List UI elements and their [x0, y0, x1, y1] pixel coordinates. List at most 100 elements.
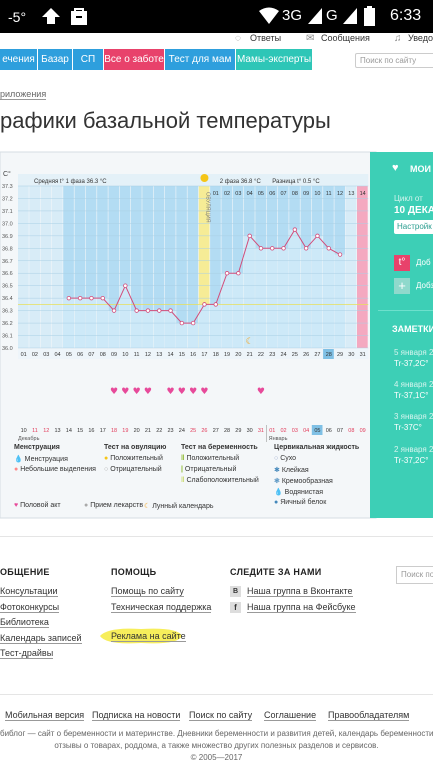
footer-link-search[interactable]: Поиск по сайту	[189, 710, 253, 721]
temp-fill-bar	[164, 310, 176, 348]
phase2-day-label: 11	[326, 191, 332, 197]
date-label: 16	[88, 428, 94, 434]
top-search-input[interactable]: Поиск по сайту	[355, 53, 433, 68]
breadcrumb[interactable]: риложения	[0, 89, 47, 100]
date-label: 13	[54, 428, 60, 434]
note-date: 4 января 20	[394, 380, 433, 389]
heart-marker: ♥	[200, 387, 208, 397]
temperature-point	[270, 246, 275, 251]
legend-medication: ● Прием лекарств	[84, 502, 144, 509]
cycle-day-label: 29	[337, 352, 343, 358]
nav-item-treatment[interactable]: ечения	[0, 49, 37, 70]
heart-marker: ♥	[189, 387, 197, 397]
nav-item-bazar[interactable]: Базар	[38, 49, 72, 70]
footer-link[interactable]: Помощь по сайту	[111, 586, 184, 597]
cycle-day-label: 20	[235, 352, 241, 358]
legend-ovtest-negative: ○ Отрицательный	[104, 466, 162, 473]
add-temp-icon[interactable]: t°	[394, 255, 410, 271]
day-column	[153, 186, 165, 348]
nav-item-care[interactable]: Все о заботе	[104, 49, 164, 70]
date-label: 07	[337, 428, 343, 434]
top-links: ◌ Ответы ✉ Сообщения ♫ Уведо	[0, 33, 433, 45]
cycle-day-label: 24	[280, 352, 286, 358]
temp-fill-bar	[153, 310, 165, 348]
y-tick-label: 37.3	[2, 184, 13, 190]
day-column	[108, 186, 120, 348]
temperature-point	[281, 246, 286, 251]
legend-pregtest-positive: ‖ Положительный	[181, 455, 240, 462]
add-note-icon[interactable]: +	[394, 278, 410, 294]
footer-link-vk[interactable]: Наша группа в Вконтакте	[247, 586, 353, 597]
temperature-point	[190, 320, 196, 326]
note-temp[interactable]: Tr-37,1C°	[394, 391, 429, 400]
date-label: 28	[224, 428, 230, 434]
temperature-point	[258, 246, 264, 251]
footer-link[interactable]: Библиотека	[0, 617, 49, 628]
footer-link-fb[interactable]: Наша группа на Фейсбуке	[247, 602, 356, 613]
date-label: 24	[179, 428, 185, 434]
nav-item-sp[interactable]: СП	[73, 49, 103, 70]
add-temp-link[interactable]: Доб	[416, 258, 431, 267]
footer-link-rights[interactable]: Правообладателям	[328, 710, 410, 721]
vk-icon[interactable]: B	[230, 586, 241, 597]
cycle-day-label: 12	[145, 352, 151, 358]
nav-item-mom-test[interactable]: Тест для мам	[165, 49, 235, 70]
weak-bar-icon: ‖	[181, 477, 185, 484]
day-column	[119, 186, 131, 348]
cycle-day-label: 25	[292, 352, 298, 358]
footer-link-ads[interactable]: Реклама на сайте	[111, 631, 186, 642]
footer-link[interactable]: Консультации	[0, 586, 58, 597]
y-axis-unit: C°	[3, 170, 11, 178]
y-tick-label: 36.2	[2, 321, 13, 327]
facebook-icon[interactable]: f	[230, 602, 241, 613]
cycle-day-label: 07	[88, 352, 94, 358]
heart-marker: ♥	[167, 387, 175, 397]
phase1-label: Средняя t° 1 фаза 36.3 °C	[34, 179, 107, 185]
cycle-day-label: 22	[258, 352, 264, 358]
cycle-day-label: 06	[77, 352, 83, 358]
ovulation-label: ОВУЛЯЦИЯ	[204, 192, 210, 223]
moon-icon: ☾	[246, 337, 254, 347]
messages-link[interactable]: Сообщения	[321, 33, 370, 43]
phase2-day-label: 12	[337, 191, 343, 197]
day-column	[131, 186, 142, 348]
highlight-cell	[323, 349, 334, 359]
cycle-day-label: 08	[100, 352, 106, 358]
highlight-mark	[100, 628, 182, 644]
notifications-link[interactable]: Уведо	[408, 33, 433, 43]
footer-link[interactable]: Фотоконкурсы	[0, 602, 60, 613]
footer-search-input[interactable]: Поиск по	[396, 566, 433, 584]
cycle-day-label: 23	[269, 352, 275, 358]
nav-item-experts[interactable]: Мамы-эксперты	[236, 49, 312, 70]
answers-link[interactable]: Ответы	[250, 33, 282, 43]
day-column	[176, 186, 187, 348]
date-label: 31	[258, 428, 264, 434]
note-temp[interactable]: Tr-37C°	[394, 423, 422, 432]
cycle-day-label: 09	[111, 352, 117, 358]
footer-link[interactable]: Техническая поддержка	[111, 602, 212, 613]
panel-divider	[378, 310, 433, 311]
footer-link-mobile[interactable]: Мобильная версия	[5, 710, 85, 721]
temp-fill-bar	[334, 254, 346, 348]
footer-link-subscribe[interactable]: Подписка на новости	[92, 710, 181, 721]
temperature-point	[66, 295, 72, 301]
highlight-date-cell	[311, 425, 323, 435]
note-temp[interactable]: Tr-37,2C°	[394, 456, 429, 465]
signal-indicator: -5°	[8, 9, 27, 25]
footer-link[interactable]: Тест-драйвы	[0, 648, 54, 659]
day-column	[187, 186, 199, 348]
settings-button[interactable]: Настройк	[394, 220, 433, 234]
cycle-day-label: 18	[213, 352, 219, 358]
footer-link[interactable]: Календарь записей	[0, 633, 82, 644]
pill-icon: ●	[84, 502, 89, 509]
temp-fill-bar	[131, 310, 142, 348]
phase2-label: 2 фаза 36.8 °C	[220, 179, 262, 185]
cycle-day-label: 14	[167, 352, 173, 358]
temperature-point	[303, 246, 309, 251]
date-label: 08	[348, 428, 354, 434]
add-note-link[interactable]: Добз	[416, 281, 433, 290]
footer-link-agreement[interactable]: Соглашение	[264, 710, 317, 721]
temperature-point	[337, 252, 343, 257]
note-temp[interactable]: Tr-37,2C°	[394, 359, 429, 368]
day-column	[357, 186, 368, 348]
